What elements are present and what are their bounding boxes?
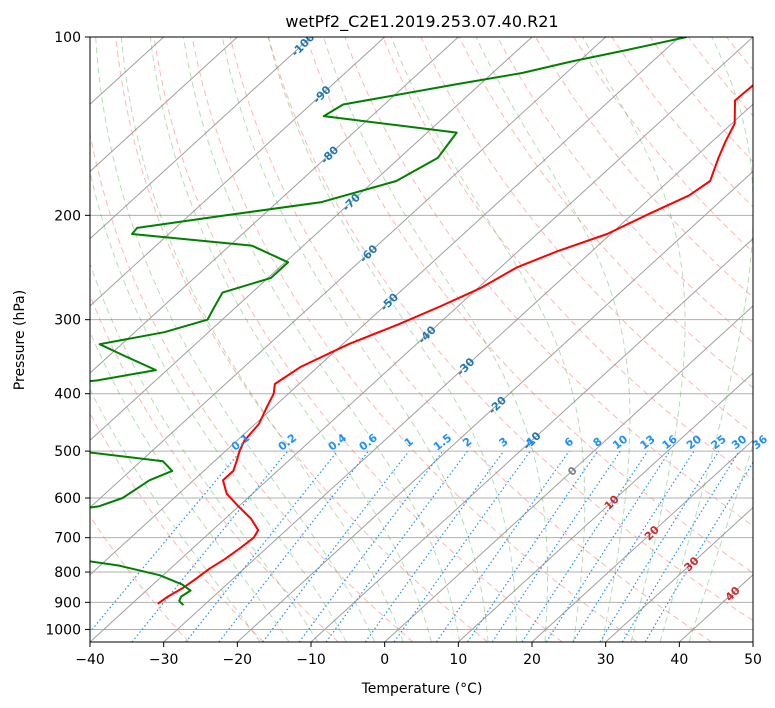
dry-adiabat-line (306, 37, 753, 574)
moist-adiabat-line (90, 388, 261, 642)
y-tick-label: 500 (54, 444, 81, 460)
dry-adiabat-line (153, 37, 563, 642)
moist-adiabat-lines (90, 37, 753, 642)
moist-adiabat-line (659, 37, 753, 642)
isotherm-line (90, 37, 680, 576)
plot-frame (89, 36, 754, 643)
x-tick-label: 0 (380, 652, 389, 668)
y-tick-label: 800 (54, 565, 81, 581)
isotherm-line (90, 37, 312, 240)
moist-adiabat-line (221, 37, 489, 642)
x-tick-label: −30 (149, 652, 179, 668)
moist-adiabat-line (323, 37, 548, 642)
mixing-ratio-line (545, 450, 671, 642)
dry-adiabat-line (496, 37, 753, 344)
x-tick-label: 40 (670, 652, 688, 668)
temperature-profile-line (157, 83, 753, 605)
isotherm-line (90, 37, 533, 442)
pressure-gridlines (90, 37, 753, 630)
moist-adiabat-line (90, 262, 319, 642)
y-tick-label: 200 (54, 208, 81, 224)
moist-adiabat-line (582, 37, 686, 642)
x-axis-label: Temperature (°C) (361, 681, 483, 697)
moist-adiabat-line (688, 443, 753, 642)
chart-title: wetPf2_C2E1.2019.253.07.40.R21 (285, 12, 558, 32)
dry-adiabat-line (229, 37, 712, 642)
dry-adiabat-line (90, 412, 264, 642)
dry-adiabat-line (191, 37, 638, 642)
isotherm-line (457, 372, 753, 642)
y-axis-ticks: 100 200 300 400 500 600 700 800 900 1000 (45, 30, 90, 638)
mixing-ratio-line (644, 461, 753, 642)
isotherm-line (163, 103, 753, 642)
x-tick-label: 50 (744, 652, 762, 668)
moist-adiabat-line (90, 169, 347, 642)
isotherm-line (531, 439, 753, 642)
dry-adiabat-line (420, 37, 753, 434)
dewpoint-profile-line (90, 37, 687, 606)
mixing-ratio-line (90, 450, 242, 634)
dry-adiabat-line (344, 37, 753, 527)
mixing-ratio-line (218, 450, 369, 642)
isotherm-line (90, 37, 386, 307)
dry-adiabat-line (382, 37, 753, 481)
mixing-ratio-line (393, 450, 531, 642)
moist-adiabat-line (95, 37, 376, 642)
dry-adiabat-line (90, 293, 339, 642)
y-tick-label: 1000 (45, 622, 81, 638)
x-tick-label: −10 (296, 652, 326, 668)
dry-adiabat-line (90, 131, 414, 642)
moist-adiabat-line (475, 37, 631, 642)
isotherm-line (310, 237, 753, 642)
x-tick-label: 30 (597, 652, 615, 668)
x-tick-label: 20 (523, 652, 541, 668)
isotherm-line (90, 37, 238, 173)
y-tick-label: 100 (54, 30, 81, 46)
moist-adiabat-line (149, 37, 432, 642)
mixing-ratio-line (599, 450, 720, 642)
moist-adiabat-line (390, 37, 586, 642)
sounding-profiles (90, 37, 753, 606)
dry-adiabat-line (458, 37, 753, 389)
mixing-ratio-line (364, 450, 505, 642)
isotherm-line (605, 506, 753, 642)
x-tick-label: −20 (223, 652, 253, 668)
dry-adiabat-lines (90, 37, 753, 642)
mixing-ratio-line (131, 450, 289, 642)
dry-adiabat-line (268, 37, 753, 622)
y-tick-label: 400 (54, 387, 81, 403)
mixing-ratio-line (467, 450, 599, 642)
isotherm-lines (90, 37, 753, 642)
y-axis-label: Pressure (hPa) (12, 290, 28, 390)
x-tick-label: 10 (449, 652, 467, 668)
x-tick-label: −40 (75, 652, 105, 668)
moist-adiabat-line (120, 37, 404, 642)
mixing-ratio-line (621, 450, 740, 642)
mixing-ratio-line (185, 450, 339, 642)
moist-adiabat-line (267, 37, 517, 642)
y-tick-label: 700 (54, 531, 81, 547)
y-tick-label: 900 (54, 595, 81, 611)
isotherm-line (236, 170, 753, 642)
y-tick-label: 600 (54, 491, 81, 507)
isotherm-line (384, 305, 753, 642)
mixing-ratio-line (572, 450, 695, 642)
moist-adiabat-line (183, 37, 461, 642)
isotherm-line (90, 37, 753, 642)
mixing-ratio-lines (90, 450, 753, 642)
dry-adiabat-line (573, 37, 753, 253)
dry-adiabat-line (115, 37, 488, 642)
mixing-ratio-line (262, 450, 410, 642)
isotherm-line (90, 37, 607, 509)
y-tick-label: 300 (54, 313, 81, 329)
dry-adiabat-line (649, 37, 753, 163)
x-axis-ticks: −40 −30 −20 −10 0 10 20 30 40 50 (75, 642, 762, 668)
moist-adiabat-line (90, 330, 290, 642)
